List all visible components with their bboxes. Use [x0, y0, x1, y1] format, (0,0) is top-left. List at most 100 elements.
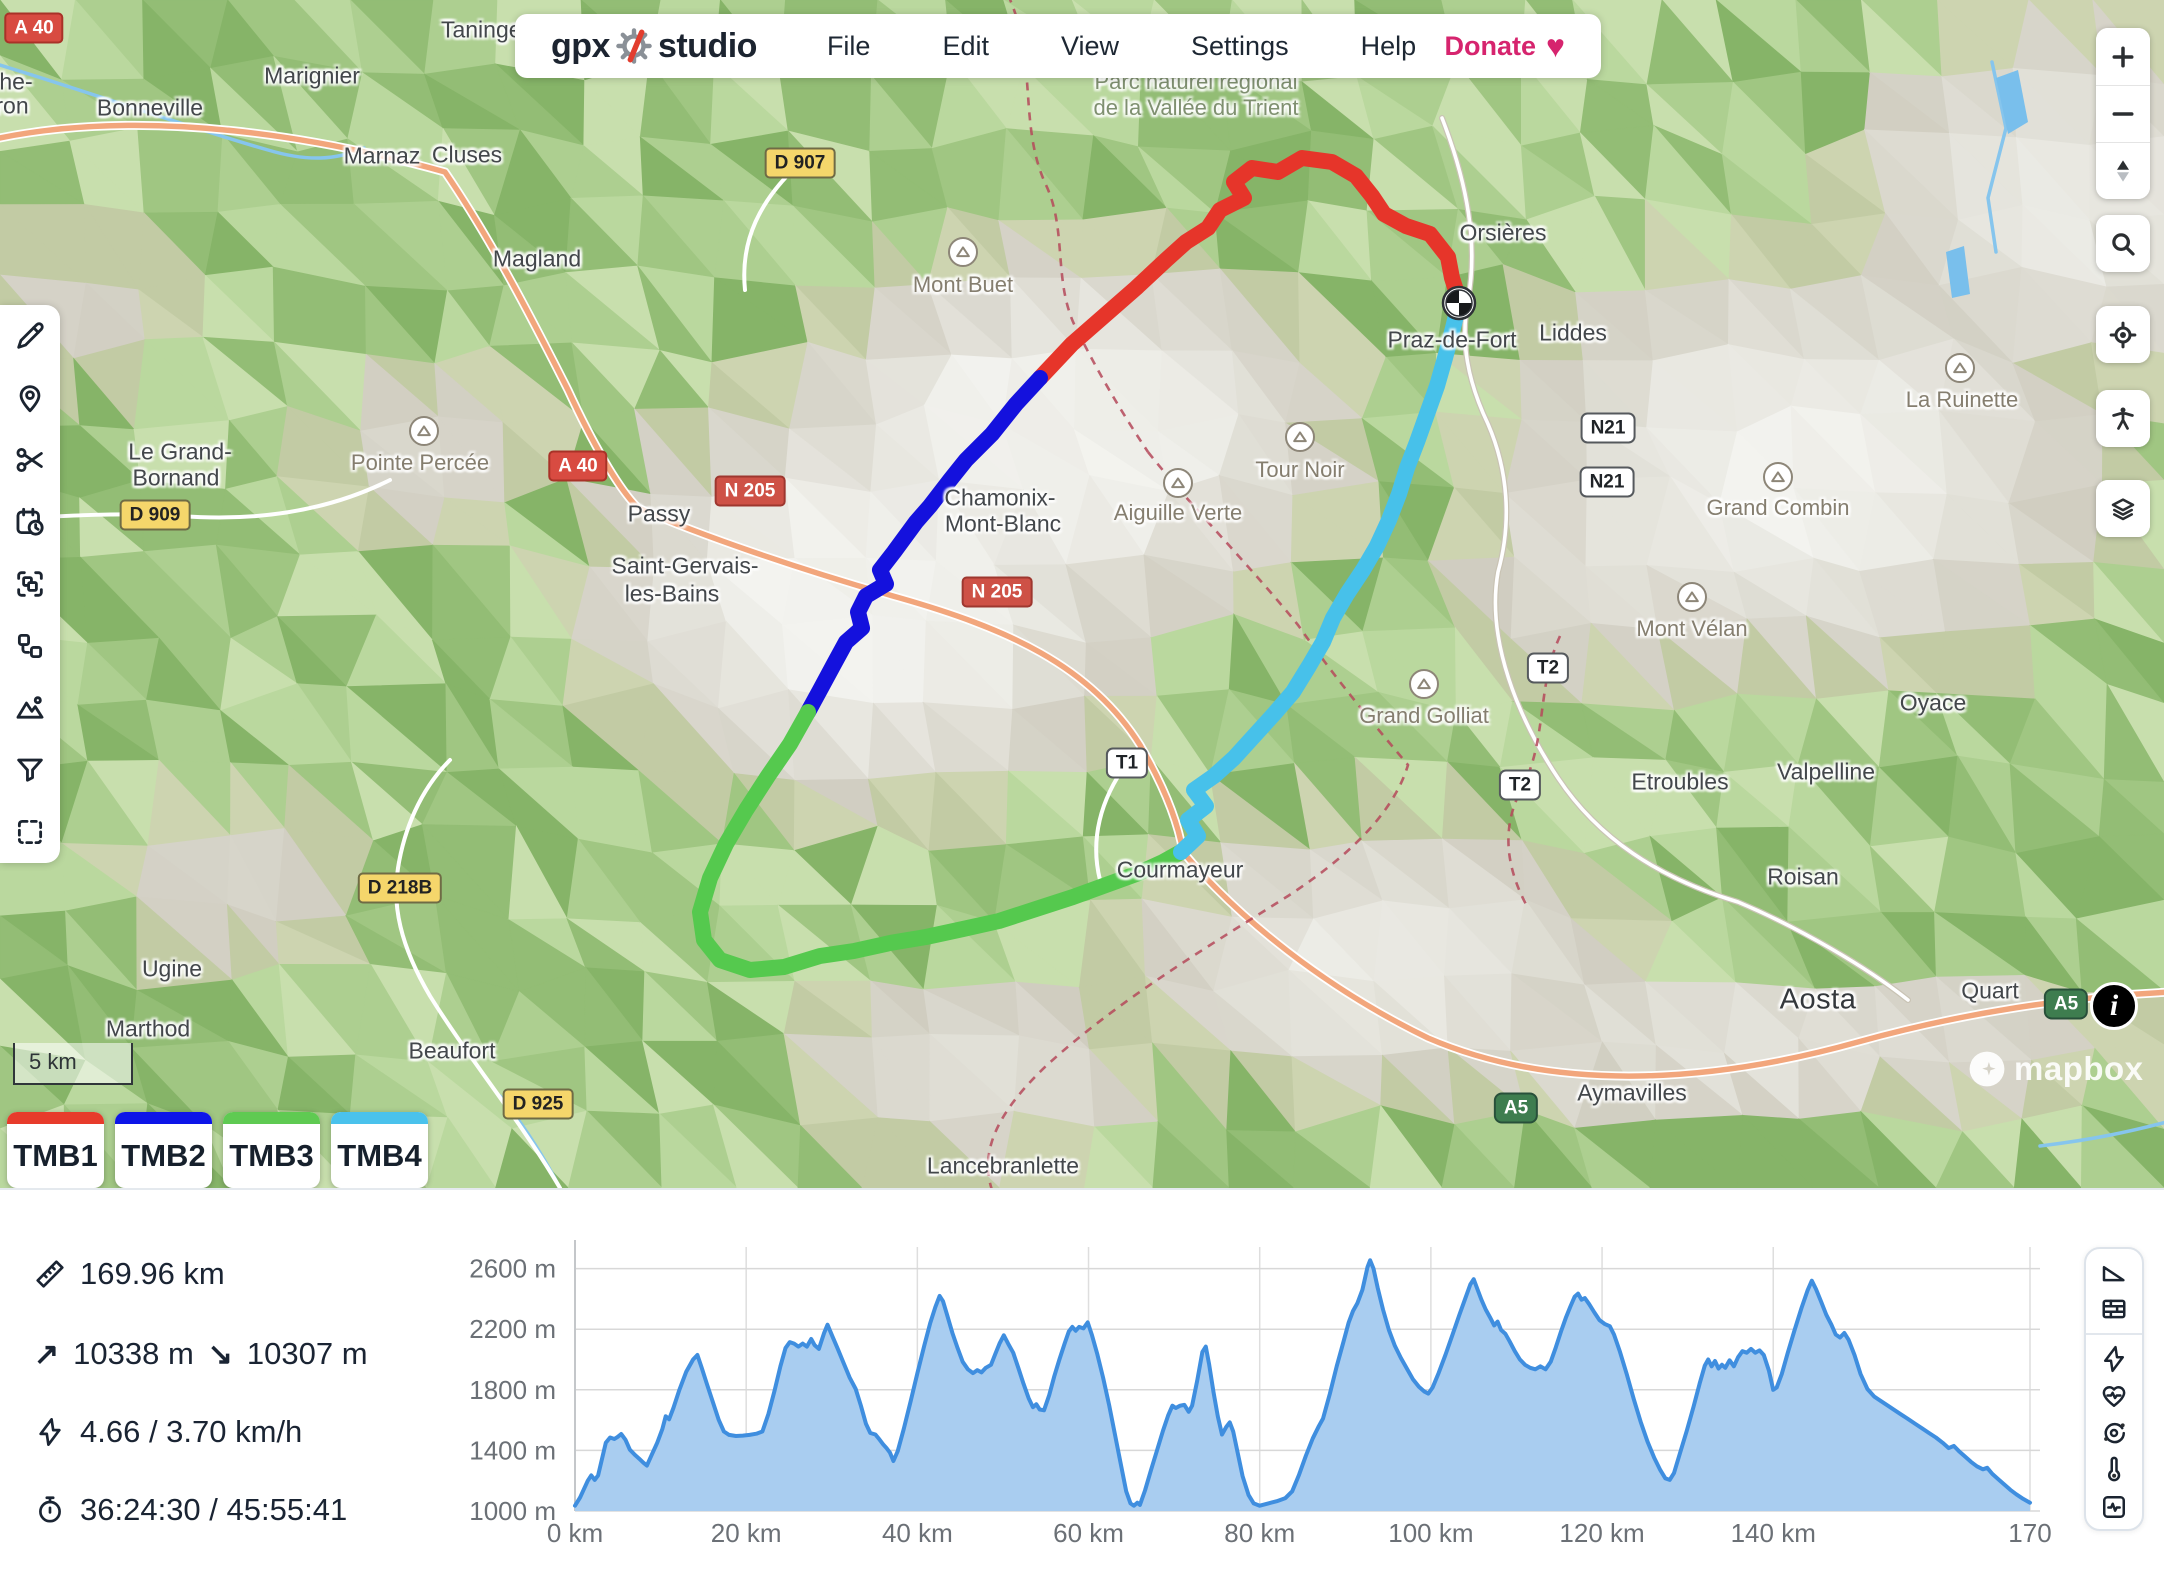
locate-icon[interactable] — [2096, 306, 2150, 363]
merge-icon[interactable] — [13, 567, 47, 601]
menu-file[interactable]: File — [826, 30, 871, 61]
clean-icon[interactable] — [13, 815, 47, 849]
tab-tmb1[interactable]: TMB1 — [7, 1112, 104, 1188]
x-tick-label: 20 km — [711, 1518, 782, 1548]
x-tick-label: 60 km — [1053, 1518, 1124, 1548]
speed-value: 4.66 / 3.70 km/h — [80, 1414, 303, 1449]
speed-icon — [39, 1418, 61, 1446]
tab-tmb3-color — [223, 1112, 320, 1124]
descent-icon: ↘ — [207, 1337, 233, 1371]
chart-options-toolbar — [2084, 1247, 2144, 1531]
x-tick-label: 120 km — [1559, 1518, 1644, 1548]
map-canvas[interactable]: he-ronBonnevilleMarignierTaningesMarnazC… — [0, 0, 2164, 1188]
menu-bar: gpx studio File Edit View Settings Help — [515, 14, 1601, 78]
tab-tmb4[interactable]: TMB4 — [331, 1112, 428, 1188]
menu-help[interactable]: Help — [1360, 30, 1417, 61]
menu-view[interactable]: View — [1060, 30, 1120, 61]
tab-tmb1-label: TMB1 — [13, 1138, 98, 1173]
heartrate-icon[interactable] — [2099, 1381, 2129, 1411]
zoom-in-icon[interactable] — [2096, 28, 2150, 85]
layers-icon[interactable] — [2096, 480, 2150, 537]
surface-icon[interactable] — [2099, 1294, 2129, 1324]
tab-tmb3-label: TMB3 — [229, 1138, 314, 1173]
ascent-icon: ↗ — [34, 1337, 60, 1371]
x-tick-label: 140 km — [1731, 1518, 1816, 1548]
gear-compass-icon — [612, 24, 656, 68]
filter-icon[interactable] — [13, 753, 47, 787]
x-tick-label: 170 — [2008, 1518, 2051, 1548]
scale-label: 5 km — [29, 1049, 77, 1074]
elevation-chart[interactable]: 0 km 20 km 40 km 60 km 80 km 100 km 120 km 140 … — [0, 1190, 2164, 1570]
logo-gpx-text: gpx — [551, 26, 610, 65]
tilt-icon[interactable] — [2096, 142, 2150, 199]
tab-tmb2[interactable]: TMB2 — [115, 1112, 212, 1188]
donate-button[interactable]: Donate ♥ — [1444, 30, 1565, 62]
locate-button-wrap — [2096, 306, 2150, 363]
speed-icon[interactable] — [2099, 1344, 2129, 1374]
zoom-out-icon[interactable] — [2096, 85, 2150, 142]
logo-studio-text: studio — [657, 26, 757, 65]
tab-tmb4-color — [331, 1112, 428, 1124]
power-icon[interactable] — [2099, 1492, 2129, 1522]
speed-stat: 4.66 / 3.70 km/h — [34, 1414, 302, 1450]
tab-tmb3[interactable]: TMB3 — [223, 1112, 320, 1188]
waypoint-icon[interactable] — [13, 381, 47, 415]
time-icon[interactable] — [13, 505, 47, 539]
toolbar-divider — [2086, 1333, 2142, 1335]
zoom-control-group — [2096, 28, 2150, 199]
elevation-line — [573, 1258, 2032, 1508]
file-tabs: TMB1 TMB2 TMB3 TMB4 — [7, 1112, 428, 1188]
route-tmb2[interactable] — [800, 370, 1048, 720]
scissors-icon[interactable] — [13, 443, 47, 477]
menu-edit[interactable]: Edit — [942, 30, 989, 61]
route-tmb4[interactable] — [1173, 295, 1467, 860]
map-scale-bar: 5 km — [13, 1043, 133, 1085]
y-tick-label: 2600 m — [469, 1254, 556, 1284]
draw-icon[interactable] — [13, 319, 47, 353]
edit-toolbar — [0, 305, 60, 863]
distance-stat: 169.96 km — [34, 1256, 225, 1292]
menu-settings[interactable]: Settings — [1191, 30, 1289, 61]
streetview-button-wrap — [2096, 390, 2150, 447]
stats-panel: 169.96 km ↗ 10338 m ↘ 10307 m 4.66 / 3.7… — [34, 1190, 434, 1570]
temperature-icon[interactable] — [2099, 1455, 2129, 1485]
streetview-icon[interactable] — [2096, 390, 2150, 447]
y-tick-label: 2200 m — [469, 1314, 556, 1344]
tab-tmb2-label: TMB2 — [121, 1138, 206, 1173]
tab-tmb2-color — [115, 1112, 212, 1124]
ruler-icon — [36, 1260, 64, 1288]
time-value: 36:24:30 / 45:55:41 — [80, 1492, 348, 1527]
mapbox-attribution[interactable]: mapbox — [1968, 1050, 2144, 1088]
map-base-svg — [0, 0, 2164, 1188]
x-tick-label: 100 km — [1388, 1518, 1473, 1548]
layers-button-wrap — [2096, 480, 2150, 537]
mapbox-icon — [1969, 1051, 2005, 1087]
ascent-value: 10338 m — [73, 1336, 194, 1371]
heart-icon: ♥ — [1546, 28, 1565, 64]
mapbox-wordmark: mapbox — [2014, 1050, 2144, 1087]
distance-value: 169.96 km — [80, 1256, 225, 1291]
descent-value: 10307 m — [246, 1336, 368, 1371]
cadence-icon[interactable] — [2099, 1418, 2129, 1448]
y-tick-label: 1000 m — [469, 1496, 556, 1526]
donate-label: Donate — [1444, 30, 1536, 61]
route-tmb3[interactable] — [692, 704, 1189, 978]
start-finish-marker[interactable] — [1441, 285, 1477, 321]
slope-icon[interactable] — [2099, 1257, 2129, 1287]
y-tick-label: 1400 m — [469, 1435, 556, 1465]
tab-tmb4-label: TMB4 — [337, 1138, 422, 1173]
info-button[interactable]: i — [2090, 982, 2138, 1030]
app-logo[interactable]: gpx studio — [551, 24, 757, 68]
route-tmb1[interactable] — [1032, 150, 1467, 386]
info-icon: i — [2109, 989, 2119, 1022]
tab-tmb1-color — [7, 1112, 104, 1124]
elevation-icon[interactable] — [13, 691, 47, 725]
elevation-panel: 169.96 km ↗ 10338 m ↘ 10307 m 4.66 / 3.7… — [0, 1188, 2164, 1570]
y-tick-label: 1800 m — [469, 1375, 556, 1405]
menu-items: File Edit View Settings Help — [827, 31, 1416, 62]
stopwatch-icon — [39, 1496, 61, 1523]
extract-icon[interactable] — [13, 629, 47, 663]
search-icon[interactable] — [2096, 215, 2150, 272]
x-tick-label: 40 km — [882, 1518, 953, 1548]
